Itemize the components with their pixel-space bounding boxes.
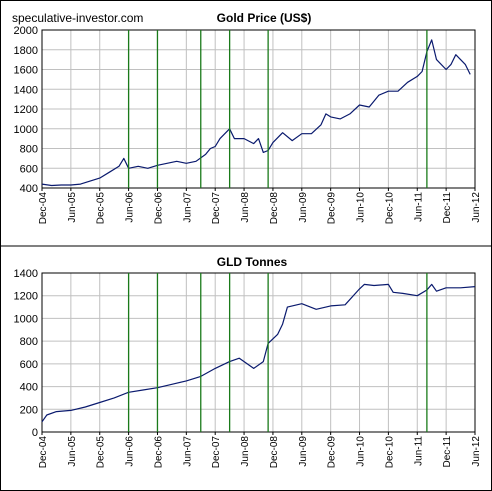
y-tick-label: 0 — [32, 427, 38, 439]
x-tick-label: Jun-10 — [356, 192, 367, 223]
x-tick-label: Dec-09 — [327, 436, 338, 469]
gld-tonnes-panel: 0 200 400 600 800 1000 1200 1400 Dec-04 Jun-05 Dec… — [14, 268, 482, 468]
x-tick-label: Dec-04 — [38, 192, 49, 225]
x-tick-label: Dec-10 — [384, 192, 395, 225]
top-chart-title: Gold Price (US$) — [217, 11, 312, 25]
x-tick-label: Jun-08 — [240, 192, 251, 223]
x-tick-label: Dec-09 — [327, 192, 338, 225]
x-tick-label: Jun-09 — [298, 436, 309, 467]
y-tick-label: 1000 — [14, 313, 38, 325]
plot-frame — [41, 29, 476, 189]
y-tick-label: 1200 — [14, 291, 38, 303]
x-tick-label: Jun-12 — [471, 436, 482, 467]
x-tick-label: Jun-07 — [182, 192, 193, 223]
x-tick-label: Dec-11 — [442, 436, 453, 468]
y-tick-label: 400 — [20, 382, 38, 394]
y-tick-label: 1400 — [14, 84, 38, 96]
y-tick-label: 1800 — [14, 45, 38, 57]
x-tick-label: Jun-07 — [182, 436, 193, 467]
gold-price-panel: 400 600 800 1000 1200 1400 1600 1800 2000 Dec-04 J… — [14, 25, 482, 224]
x-tick-label: Dec-05 — [96, 192, 107, 225]
x-tick-label: Jun-09 — [298, 192, 309, 223]
y-tick-label: 1200 — [14, 104, 38, 116]
x-tick-label: Jun-06 — [125, 192, 136, 223]
x-tick-label: Dec-11 — [442, 192, 453, 224]
y-tick-label: 200 — [20, 404, 38, 416]
y-tick-label: 400 — [20, 183, 38, 195]
plot-frame — [41, 272, 476, 433]
y-tick-label: 1600 — [14, 65, 38, 77]
x-tick-label: Dec-06 — [153, 192, 164, 225]
bottom-chart-title: GLD Tonnes — [217, 255, 288, 269]
gold-price-line — [41, 39, 471, 187]
y-tick-label: 800 — [20, 336, 38, 348]
x-tick-label: Dec-07 — [211, 192, 222, 225]
x-tick-label: Dec-06 — [153, 436, 164, 469]
x-tick-label: Jun-12 — [471, 192, 482, 223]
x-tick-label: Dec-10 — [384, 436, 395, 469]
x-tick-label: Jun-06 — [125, 436, 136, 467]
x-tick-label: Jun-11 — [413, 192, 424, 222]
x-tick-label: Jun-10 — [356, 436, 367, 467]
x-tick-label: Dec-04 — [38, 436, 49, 469]
y-tick-label: 1400 — [14, 268, 38, 280]
y-tick-label: 1000 — [14, 124, 38, 136]
x-tick-label: Dec-07 — [211, 436, 222, 469]
y-tick-label: 600 — [20, 163, 38, 175]
gld-tonnes-line — [41, 283, 476, 423]
x-tick-label: Jun-08 — [240, 436, 251, 467]
x-tick-label: Jun-11 — [413, 436, 424, 466]
y-tick-label: 2000 — [14, 25, 38, 37]
x-tick-label: Dec-08 — [269, 192, 280, 225]
x-tick-label: Jun-05 — [67, 192, 78, 223]
y-tick-label: 600 — [20, 359, 38, 371]
x-tick-label: Dec-05 — [96, 436, 107, 469]
x-tick-label: Dec-08 — [269, 436, 280, 469]
x-tick-label: Jun-05 — [67, 436, 78, 467]
watermark-text: speculative-investor.com — [12, 11, 143, 25]
y-tick-label: 800 — [20, 144, 38, 156]
